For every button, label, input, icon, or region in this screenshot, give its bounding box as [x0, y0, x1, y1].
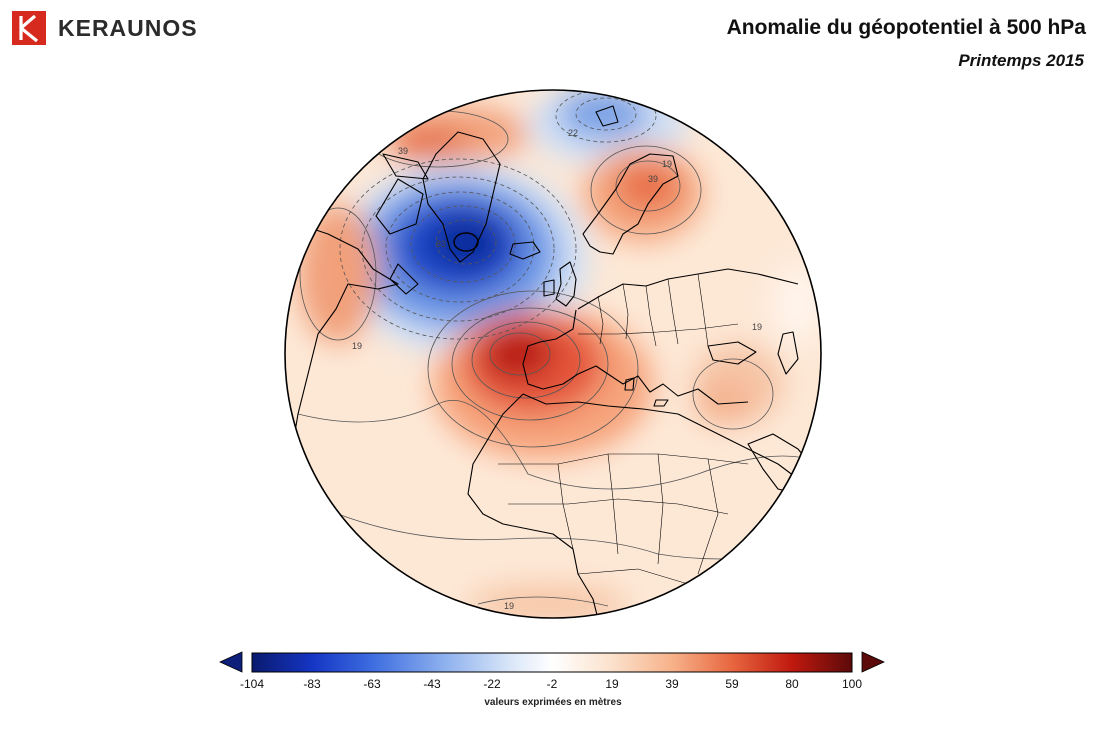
borders: [498, 273, 749, 585]
contour-label: 19: [752, 322, 762, 332]
colorbar-tick-label: -63: [363, 677, 381, 691]
colorbar-ticks: -104 -83 -63 -43 -22 -2 19 39 59 80 100: [218, 677, 888, 693]
colorbar-gradient: [251, 652, 853, 673]
contour-label: 83: [436, 239, 446, 249]
contour-label-group: 39 22 19 39 83 19 19 19: [352, 128, 762, 611]
keraunos-logo-icon: [12, 11, 46, 45]
geopotential-anomaly-globe: 39 22 19 39 83 19 19 19: [284, 89, 822, 619]
colorbar-tick-label: -83: [303, 677, 321, 691]
map-title: Anomalie du géopotentiel à 500 hPa: [726, 16, 1086, 39]
contour-label: 39: [648, 174, 658, 184]
anomaly-field: [298, 90, 821, 618]
globe-outline: [284, 89, 822, 619]
brand-name: KERAUNOS: [58, 14, 198, 41]
colorbar-tick-label: 39: [665, 677, 679, 691]
colorbar-tick-label: -43: [423, 677, 441, 691]
map-subtitle: Printemps 2015: [958, 51, 1084, 70]
colorbar-scale: [219, 651, 885, 673]
colorbar-tick-label: 59: [725, 677, 739, 691]
colorbar-tick-label: 19: [605, 677, 619, 691]
colorbar-tick-label: -104: [239, 677, 265, 691]
contour-label: 19: [662, 159, 672, 169]
colorbar: -104 -83 -63 -43 -22 -2 19 39 59 80 100 valeurs ex…: [218, 648, 888, 720]
keraunos-logo: KERAUNOS: [12, 11, 198, 45]
colorbar-tick-label: 100: [841, 677, 863, 691]
contour-label: 22: [568, 128, 578, 138]
colorbar-tick-label: -2: [546, 677, 558, 691]
colorbar-units-note: valeurs exprimées en mètres: [484, 697, 622, 708]
contour-label: 19: [504, 601, 514, 611]
colorbar-tick-label: -22: [483, 677, 501, 691]
colorbar-max-arrow: [861, 651, 885, 673]
contour-label: 39: [398, 146, 408, 156]
contour-label: 19: [352, 341, 362, 351]
colorbar-tick-label: 80: [785, 677, 799, 691]
colorbar-min-arrow: [219, 651, 243, 673]
